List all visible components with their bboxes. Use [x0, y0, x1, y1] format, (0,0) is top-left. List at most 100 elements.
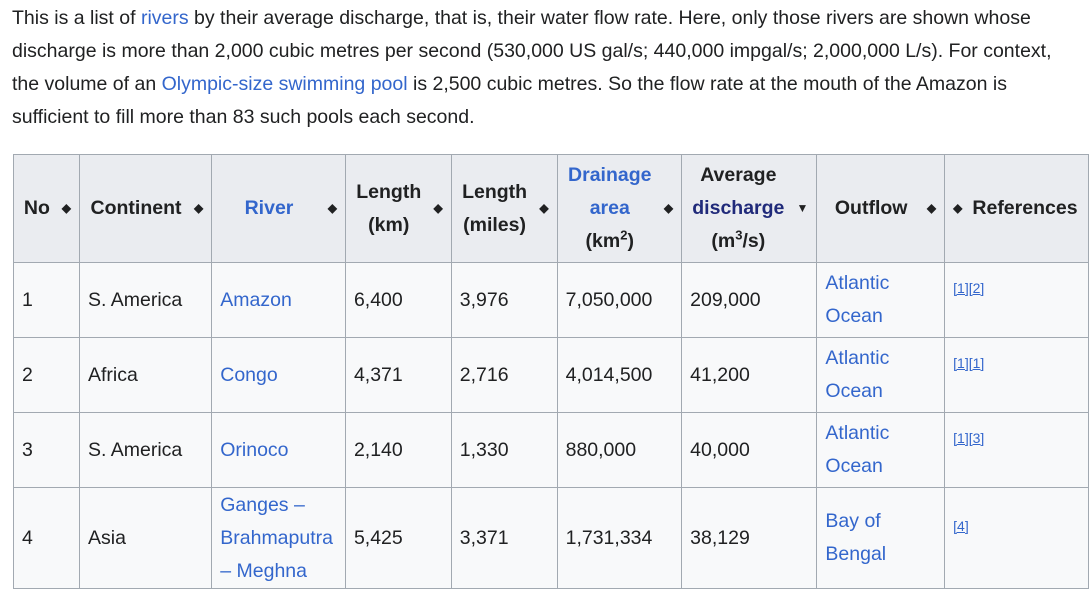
- cell-river: Congo: [211, 337, 346, 413]
- cell-continent: S. America: [78, 262, 213, 338]
- outflow-line: Atlantic: [825, 272, 890, 294]
- reference-link[interactable]: [4]: [953, 517, 969, 534]
- cell-outflow: Atlantic Ocean: [816, 412, 946, 488]
- link-outflow[interactable]: Atlantic Ocean: [825, 272, 889, 327]
- cell-continent: Africa: [78, 337, 213, 413]
- intro-text: , that is, their water flow rate. Here, …: [12, 7, 1052, 95]
- cell-references: [1][3]: [944, 412, 1089, 488]
- outflow-line: Atlantic: [825, 347, 890, 369]
- sort-both-icon[interactable]: ◆: [953, 201, 963, 215]
- cell-drainage-area: 4,014,500: [556, 337, 683, 413]
- header-length-km[interactable]: Length (km) ◆: [344, 154, 452, 263]
- header-line: Length: [356, 180, 422, 203]
- header-label: No: [23, 197, 50, 219]
- header-outflow[interactable]: Outflow ◆: [816, 154, 946, 263]
- cell-discharge: 38,129: [681, 487, 818, 589]
- sort-both-icon[interactable]: ◆: [663, 201, 674, 215]
- reference-link[interactable]: [1][3]: [953, 429, 985, 446]
- link-drainage[interactable]: Drainage: [568, 164, 652, 186]
- cell-discharge: 209,000: [681, 262, 818, 338]
- header-label: Length (miles): [460, 176, 530, 242]
- link-river-header[interactable]: River: [244, 197, 294, 219]
- cell-length-km: 6,400: [344, 262, 452, 338]
- header-references[interactable]: ◆ References: [944, 154, 1089, 263]
- outflow-line: Ocean: [825, 305, 883, 327]
- sort-descending-icon[interactable]: ▼: [796, 201, 809, 215]
- cell-length-km: 4,371: [344, 337, 452, 413]
- cell-length-miles: 2,716: [450, 337, 558, 413]
- header-label: Drainage area (km2): [566, 159, 654, 258]
- header-line: Length: [462, 180, 528, 203]
- header-label: Length (km): [354, 176, 424, 242]
- header-no[interactable]: No ◆: [13, 154, 80, 263]
- cell-no: 4: [13, 487, 80, 589]
- header-label: Outflow: [834, 197, 908, 219]
- sort-both-icon[interactable]: ◆: [926, 201, 937, 215]
- cell-references: [1][2]: [944, 262, 1089, 338]
- link-discharge[interactable]: discharge: [339, 7, 424, 29]
- header-unit: ): [627, 230, 634, 252]
- header-continent[interactable]: Continent ◆: [78, 154, 213, 263]
- cell-no: 1: [13, 262, 80, 338]
- cell-length-km: 2,140: [344, 412, 452, 488]
- link-river[interactable]: Congo: [220, 363, 278, 386]
- sort-both-icon[interactable]: ◆: [433, 201, 443, 215]
- river-line: – Meghna: [220, 559, 307, 582]
- cell-length-km: 5,425: [344, 487, 452, 589]
- intro-text: by their average: [188, 7, 340, 29]
- table-row: 2 Africa Congo 4,371 2,716 4,014,500 41,…: [13, 337, 1089, 413]
- header-unit-sup: 3: [735, 227, 743, 243]
- link-olympic-pool[interactable]: Olympic-size swimming pool: [161, 73, 408, 95]
- cell-outflow: Bay of Bengal: [816, 487, 946, 589]
- cell-no: 3: [13, 412, 80, 488]
- cell-continent: Asia: [78, 487, 213, 589]
- link-river[interactable]: Orinoco: [220, 438, 289, 461]
- link-river[interactable]: Amazon: [220, 288, 292, 311]
- river-line: Brahmaputra: [220, 526, 333, 549]
- table-row: 4 Asia Ganges – Brahmaputra – Meghna 5,425…: [13, 487, 1089, 589]
- header-river[interactable]: River ◆: [211, 154, 346, 263]
- link-outflow[interactable]: Atlantic Ocean: [825, 347, 889, 402]
- header-length-miles[interactable]: Length (miles) ◆: [450, 154, 558, 263]
- table-row: 1 S. America Amazon 6,400 3,976 7,050,00…: [13, 262, 1089, 338]
- cell-length-miles: 1,330: [450, 412, 558, 488]
- cell-drainage-area: 7,050,000: [556, 262, 683, 338]
- cell-length-miles: 3,371: [450, 487, 558, 589]
- header-unit-sup: 2: [620, 227, 628, 243]
- cell-drainage-area: 880,000: [556, 412, 683, 488]
- link-outflow[interactable]: Bay of Bengal: [825, 510, 887, 565]
- rivers-table: No ◆ Continent ◆ River ◆ Length (km) ◆ Length…: [13, 154, 1089, 589]
- header-label: Average discharge (m3/s): [690, 159, 786, 258]
- link-outflow[interactable]: Atlantic Ocean: [825, 422, 889, 477]
- header-drainage-area[interactable]: Drainage area (km2) ◆: [556, 154, 683, 263]
- reference-link[interactable]: [1][2]: [953, 279, 985, 296]
- cell-discharge: 40,000: [681, 412, 818, 488]
- header-line: (miles): [463, 213, 526, 236]
- cell-river: Orinoco: [211, 412, 346, 488]
- cell-length-miles: 3,976: [450, 262, 558, 338]
- cell-discharge: 41,200: [681, 337, 818, 413]
- header-average-discharge[interactable]: Average discharge (m3/s) ▼: [681, 154, 818, 263]
- link-river[interactable]: Ganges – Brahmaputra – Meghna: [220, 494, 333, 582]
- intro-paragraph: This is a list of rivers by their averag…: [12, 0, 1082, 134]
- cell-drainage-area: 1,731,334: [556, 487, 683, 589]
- header-label: Continent: [90, 197, 182, 219]
- link-drainage-area[interactable]: area: [589, 197, 630, 219]
- sort-both-icon[interactable]: ◆: [61, 201, 71, 215]
- sort-both-icon[interactable]: ◆: [539, 201, 549, 215]
- sort-both-icon[interactable]: ◆: [327, 201, 337, 215]
- sort-both-icon[interactable]: ◆: [194, 201, 204, 215]
- link-discharge-header[interactable]: discharge: [692, 197, 785, 219]
- outflow-line: Ocean: [825, 380, 883, 402]
- cell-outflow: Atlantic Ocean: [816, 337, 946, 413]
- cell-references: [1][1]: [944, 337, 1089, 413]
- header-unit: /s): [742, 230, 766, 252]
- header-line: Average: [700, 164, 777, 186]
- table-row: 3 S. America Orinoco 2,140 1,330 880,000…: [13, 412, 1089, 488]
- river-line: Ganges –: [220, 493, 305, 516]
- link-rivers[interactable]: rivers: [140, 7, 189, 29]
- cell-outflow: Atlantic Ocean: [816, 262, 946, 338]
- header-line: (km): [368, 213, 410, 236]
- reference-link[interactable]: [1][1]: [953, 354, 985, 371]
- header-unit: (km: [585, 230, 621, 252]
